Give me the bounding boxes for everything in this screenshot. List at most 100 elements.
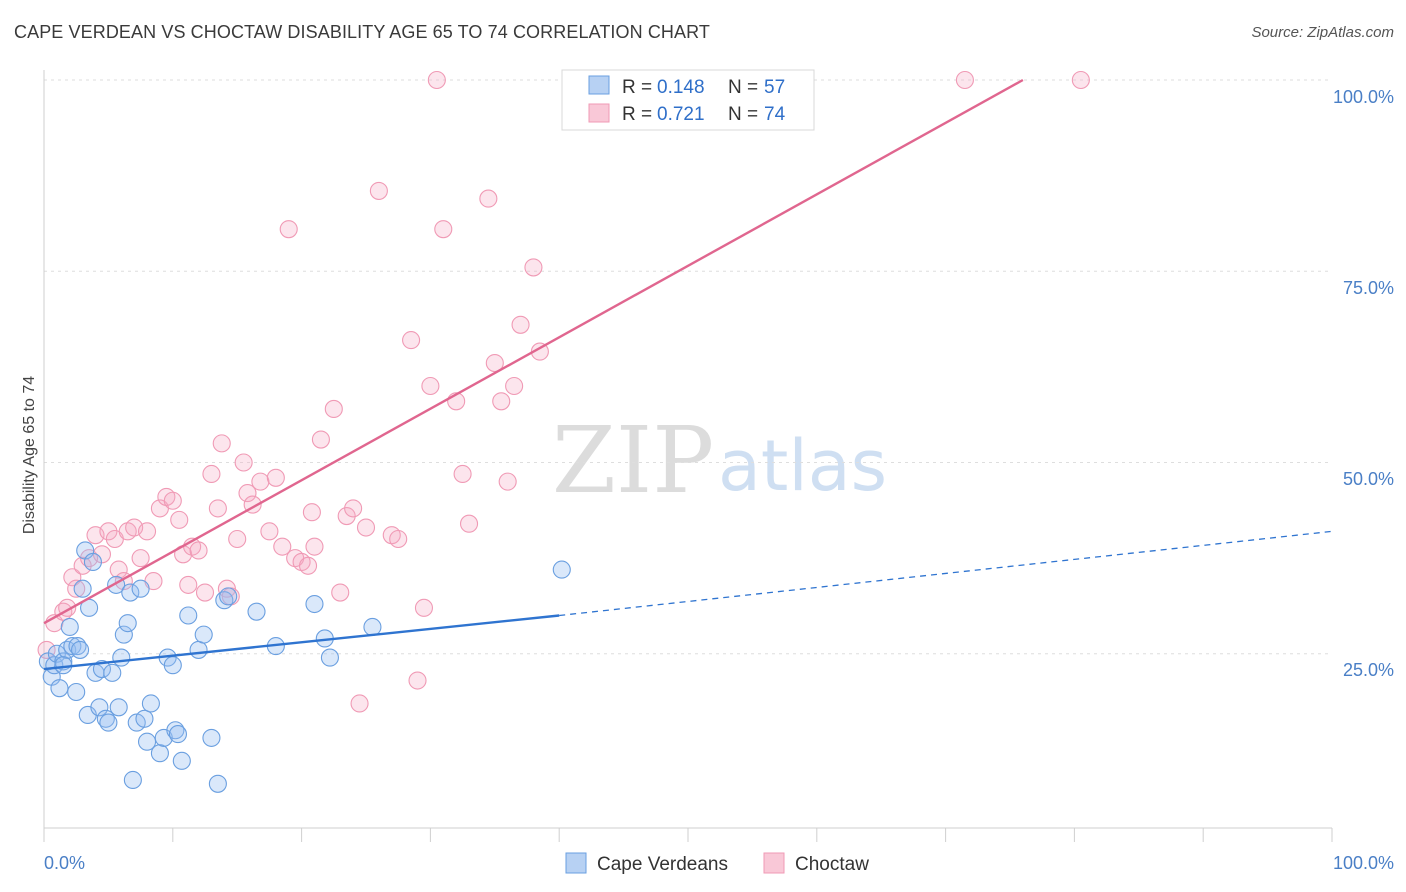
legend-n-label-cape: N = [728,77,758,98]
choctaw-point [251,472,270,491]
cape-verdean-point [219,587,238,606]
choctaw-point [92,545,112,564]
choctaw-point [350,694,369,713]
choctaw-point [179,575,198,594]
choctaw-point [212,434,231,453]
cape-verdean-point [121,583,140,602]
legend-r-label-choctaw: R = [622,104,652,125]
choctaw-point [324,399,343,419]
cape-verdean-point [73,579,92,598]
bottom-legend-swatch-choctaw [763,852,785,874]
cape-verdean-point [179,606,198,625]
y-tick-50: 50.0% [1343,469,1394,489]
choctaw-point [459,514,479,533]
choctaw-point [302,503,321,522]
legend-swatch-cape [588,75,610,95]
cape-verdean-point [202,728,221,747]
choctaw-point [505,376,524,396]
legend-n-value-cape: 57 [764,77,785,98]
cape-verdean-point [172,751,191,770]
y-axis-label: Disability Age 65 to 74 [21,376,38,534]
choctaw-point [1071,70,1090,90]
cape-verdean-point [194,625,213,644]
cape-verdean-point [320,648,339,667]
choctaw-point [37,640,56,659]
choctaw-trend-line [43,78,1024,625]
choctaw-point [511,315,530,334]
choctaw-point [479,189,498,208]
choctaw-point [485,353,504,373]
cape-verdean-point [90,698,109,717]
cape-verdean-point [163,656,182,675]
cape-verdean-point [247,602,266,621]
choctaw-point [421,376,440,396]
choctaw-point [273,537,292,556]
cape-verdean-point [109,698,128,717]
choctaw-point [434,220,453,239]
cape-verdean-point [71,640,90,659]
bottom-legend-label-cape: Cape Verdeans [597,854,728,875]
cape-verdean-point [103,663,122,682]
cape-verdean-point [92,659,112,679]
cape-verdean-point [50,679,69,698]
data-points [37,70,1090,793]
cape-verdean-point [208,774,227,793]
choctaw-point [73,556,92,575]
chart-title: CAPE VERDEAN VS CHOCTAW DISABILITY AGE 6… [14,22,711,42]
y-tick-75: 75.0% [1343,278,1394,298]
x-tick-100: 100.0% [1333,853,1394,873]
bottom-legend-label-choctaw: Choctaw [795,854,869,875]
cape-verdean-point [112,648,131,667]
x-ticks [43,828,1333,842]
cape-verdean-point [99,713,118,732]
watermark-atlas: atlas [718,425,887,507]
cape-verdean-point [123,770,142,790]
cape-verdean-point [135,709,154,728]
cape-verdean-point [67,682,86,702]
legend-r-value-choctaw: 0.721 [657,104,705,125]
choctaw-point [337,506,356,526]
choctaw-point [99,522,118,541]
choctaw-point [131,549,150,568]
cape-verdean-trend-line [43,614,560,671]
trend-lines [43,78,1333,671]
choctaw-point [414,598,434,617]
cape-verdean-point [363,617,382,637]
legend-box: R = 0.148 N = 57 R = 0.721 N = 74 [561,69,815,131]
cape-verdean-point [150,744,169,763]
choctaw-point [498,472,517,491]
choctaw-point [202,464,221,484]
choctaw-point [344,499,363,518]
cape-verdean-point [118,614,137,633]
choctaw-point [389,529,408,549]
choctaw-point [331,583,350,602]
choctaw-point [195,583,215,602]
choctaw-point [67,579,86,598]
cape-verdean-point [141,694,160,713]
cape-verdean-point [552,560,571,579]
choctaw-point [234,453,253,472]
cape-verdean-point [137,732,157,751]
choctaw-point [260,522,279,541]
legend-swatch-choctaw [588,103,610,123]
choctaw-point [137,522,157,541]
choctaw-point [955,70,974,90]
choctaw-point [427,70,446,90]
cape-verdean-trend-extension [559,530,1333,617]
cape-verdean-point [131,579,150,598]
choctaw-point [453,464,472,484]
legend-n-label-choctaw: N = [728,104,758,125]
cape-verdean-point [114,625,133,644]
choctaw-point [266,468,285,487]
cape-verdean-point [83,552,102,572]
cape-verdean-point [305,594,324,614]
y-tick-25: 25.0% [1343,660,1394,680]
legend-n-value-choctaw: 74 [764,104,786,125]
choctaw-point [402,331,421,350]
choctaw-point [189,541,208,560]
choctaw-point [311,430,330,449]
choctaw-point [228,529,247,549]
choctaw-point [356,518,376,537]
choctaw-point [170,510,189,529]
